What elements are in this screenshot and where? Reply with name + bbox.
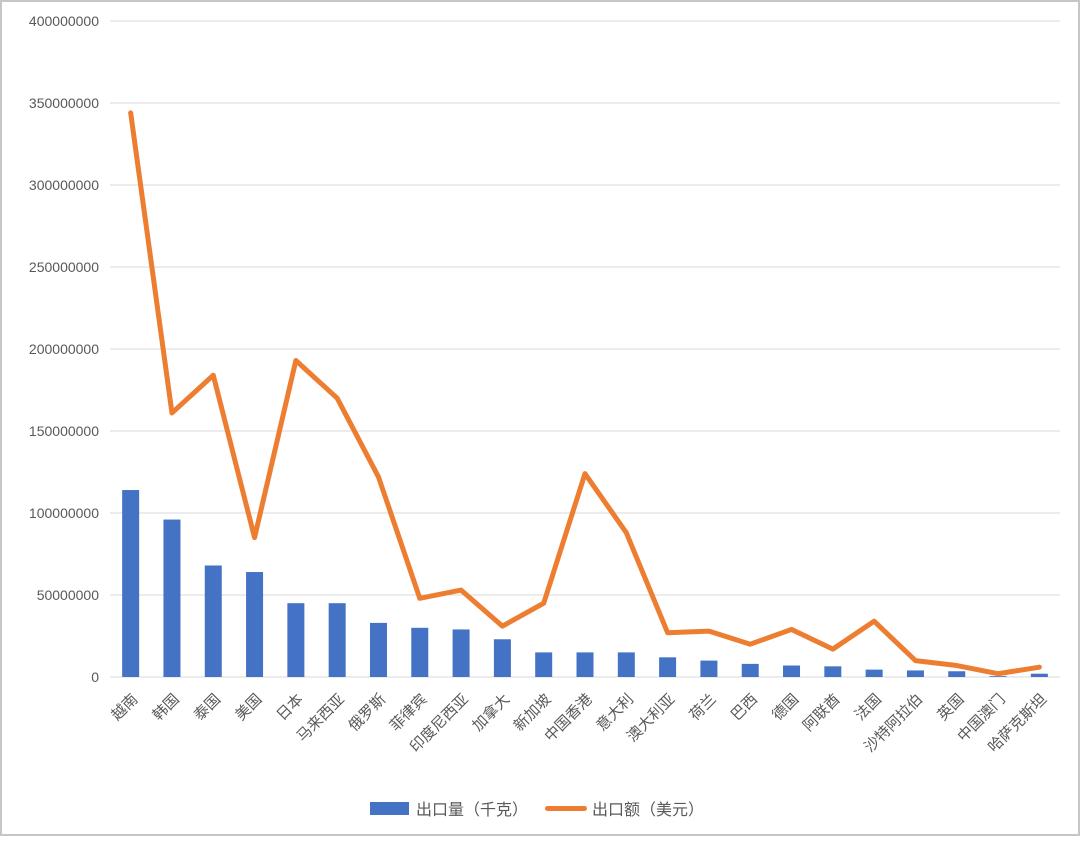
x-tick-label: 泰国 — [191, 691, 224, 724]
x-tick-label: 加拿大 — [469, 690, 514, 735]
bar — [163, 519, 181, 677]
y-axis-tick-labels: 0 50000000 100000000 150000000 200000000 2500… — [29, 13, 99, 685]
x-tick-label: 荷兰 — [686, 691, 719, 724]
x-tick-label: 日本 — [273, 691, 306, 724]
bar — [865, 669, 883, 677]
legend: 出口量（千克） 出口额（美元） — [370, 801, 704, 819]
y-tick-label: 150000000 — [29, 423, 99, 439]
bar — [700, 660, 718, 677]
x-tick-label: 阿联酋 — [799, 690, 844, 735]
bar — [659, 657, 677, 677]
y-tick-label: 350000000 — [29, 95, 99, 111]
bar — [535, 652, 553, 677]
y-tick-label: 300000000 — [29, 177, 99, 193]
bar — [452, 629, 470, 677]
x-axis-tick-labels: 越南 韩国 泰国 美国 日本马来西亚俄罗斯菲律宾印度尼西亚加拿大新加坡中国香港意大利澳大… — [108, 690, 1050, 756]
bar — [989, 676, 1007, 677]
legend-bar-swatch — [370, 802, 409, 815]
legend-line-label: 出口额（美元） — [592, 801, 704, 819]
bar — [1030, 673, 1048, 677]
x-tick-label: 法国 — [852, 691, 885, 724]
y-tick-label: 400000000 — [29, 13, 99, 29]
y-tick-label: 0 — [91, 669, 99, 685]
bar — [741, 663, 759, 677]
x-tick-label: 韩国 — [150, 691, 183, 724]
y-tick-label: 200000000 — [29, 341, 99, 357]
x-tick-label: 英国 — [934, 690, 968, 724]
x-tick-label: 巴西 — [728, 691, 761, 724]
bar — [617, 652, 635, 677]
bar — [576, 652, 594, 677]
bar — [122, 490, 140, 677]
bar — [369, 622, 387, 677]
y-tick-label: 250000000 — [29, 259, 99, 275]
bar — [493, 639, 511, 677]
bar — [204, 565, 222, 677]
bar — [287, 603, 305, 677]
legend-bar-label: 出口量（千克） — [416, 801, 528, 819]
gridlines — [110, 20, 1060, 678]
bar-series — [122, 490, 1048, 677]
bar — [783, 665, 801, 677]
line-series — [128, 110, 1042, 677]
line-path — [128, 110, 1042, 677]
x-tick-label: 德国 — [768, 690, 802, 724]
bar — [906, 670, 924, 677]
bar — [328, 603, 346, 677]
x-tick-label: 越南 — [108, 691, 141, 724]
bar — [824, 666, 842, 677]
bar — [411, 627, 429, 677]
bar — [948, 671, 966, 677]
y-tick-label: 50000000 — [37, 587, 100, 603]
y-tick-label: 100000000 — [29, 505, 99, 521]
x-tick-label: 俄罗斯 — [345, 691, 389, 735]
x-tick-label: 美国 — [232, 691, 265, 724]
legend-line-swatch — [545, 806, 587, 811]
bar — [246, 572, 264, 677]
